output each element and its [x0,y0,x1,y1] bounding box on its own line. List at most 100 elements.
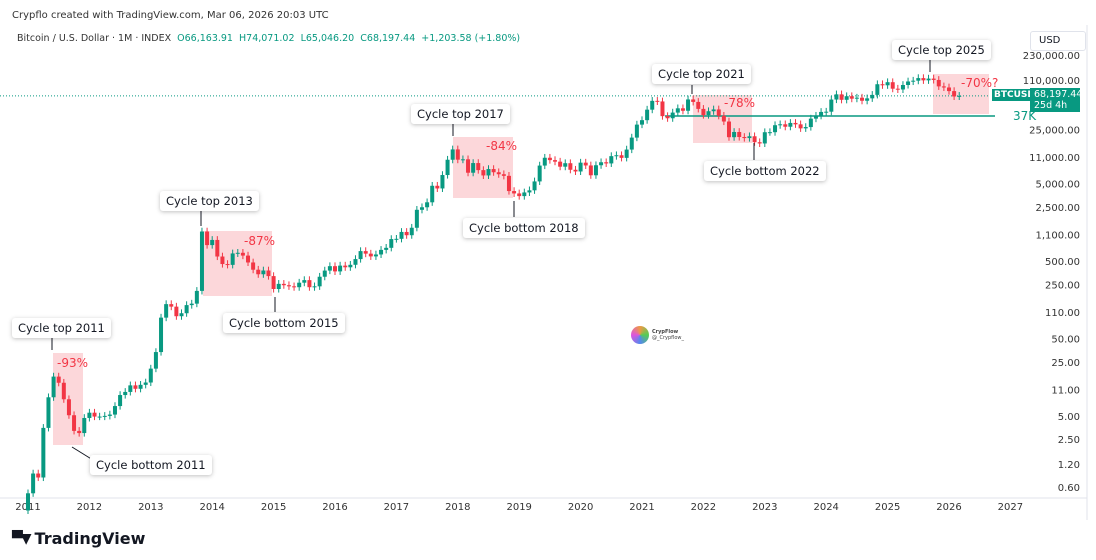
candle-body [619,155,624,158]
candle-body [604,162,609,164]
candle-body [404,231,409,236]
candle-body [542,157,547,166]
candle-body [496,172,501,175]
candle-body [46,397,51,428]
candle-body [414,209,419,228]
x-tick-label: 2022 [691,502,716,513]
candle-body [256,269,261,275]
last-price-tag: 68,197.44 25d 4h [1030,88,1083,112]
candle-body [844,96,849,100]
y-tick-label: 25,000.00 [1029,126,1080,137]
drawdown-2017: -84% [486,139,518,153]
watermark-name: CrypFlow [652,329,679,335]
candle-body [118,395,123,407]
tradingview-mark-icon: ▀▼ [12,530,31,547]
candle-body [26,493,30,511]
candle-body [77,430,82,434]
candle-body [466,159,471,173]
candle-body [762,132,767,144]
tradingview-logo[interactable]: ▀▼ TradingView [12,529,145,548]
x-tick-label: 2021 [629,502,654,513]
candle-body [767,132,772,134]
candle-body [537,165,542,182]
candle-body [747,136,752,139]
candle-body [153,352,158,369]
x-tick-label: 2013 [138,502,163,513]
candle-body [189,303,194,306]
candle-body [307,280,312,288]
callout-bottom-2015: Cycle bottom 2015 [223,313,345,333]
candle-body [726,121,731,138]
currency-selector[interactable]: USD [1030,31,1086,51]
candle-body [486,169,491,176]
candle-body [281,283,286,286]
x-tick-label: 2027 [998,502,1023,513]
candle-body [752,136,757,143]
candle-body [517,193,522,197]
candle-body [813,115,818,119]
candle-body [51,376,56,398]
candle-body [952,91,957,97]
callout-top-2011: Cycle top 2011 [12,318,111,338]
candle-body [803,127,808,129]
candle-body [455,149,460,160]
candle-body [363,251,368,254]
candle-body [783,124,788,127]
candle-body [317,276,322,287]
x-tick-label: 2023 [752,502,777,513]
last-price: 68,197.44 [1034,89,1083,100]
candle-body [854,97,859,99]
candle-body [215,239,220,257]
candle-body [379,249,384,255]
y-tick-label: 5,000.00 [1035,180,1080,191]
drawdown-2013: -87% [244,234,276,248]
candle-body [338,265,343,272]
y-tick-label: 5.00 [1058,412,1080,423]
candle-body [159,317,164,353]
candle-body [440,175,445,189]
candle-body [92,412,97,417]
candle-body [368,253,373,257]
candle-body [102,415,107,417]
candle-body [593,165,598,176]
candle-body [246,255,251,263]
candle-body [614,155,619,157]
candle-body [834,94,839,100]
candle-body [742,137,747,139]
x-tick-label: 2019 [506,502,531,513]
y-tick-label: 25.00 [1051,358,1080,369]
candle-body [583,162,588,166]
y-tick-label: 11,000.00 [1029,153,1080,164]
candle-body [921,78,926,81]
candle-body [778,124,783,126]
symbol-title[interactable]: Bitcoin / U.S. Dollar · 1M · INDEX [17,33,172,44]
candle-body [266,270,271,277]
x-tick-label: 2026 [936,502,961,513]
change-value: +1,203.58 (+1.80%) [421,33,521,44]
candle-body [660,101,665,117]
callout-bottom-2018: Cycle bottom 2018 [463,218,585,238]
brand-name: TradingView [34,529,146,548]
candle-body [860,97,865,101]
symbol-price-tag: BTCUSD [992,89,1037,101]
candle-body [793,122,798,125]
candle-body [199,231,204,291]
drawdown-2025: -70%? [961,76,999,90]
candle-body [235,252,240,254]
y-tick-label: 0.60 [1058,483,1080,494]
candle-body [691,99,696,102]
candle-body [476,163,481,171]
candle-body [588,165,593,176]
candle-body [880,84,885,86]
candle-body [716,109,721,116]
candle-body [885,82,890,86]
candle-body [757,142,762,144]
candle-body [353,259,358,265]
ohlc-legend: Bitcoin / U.S. Dollar · 1M · INDEX O66,1… [17,33,520,44]
y-tick-label: 50.00 [1051,334,1080,345]
candle-body [798,124,803,129]
candle-body [82,417,87,434]
candle-body [394,238,399,240]
drawdown-zone [933,74,989,114]
